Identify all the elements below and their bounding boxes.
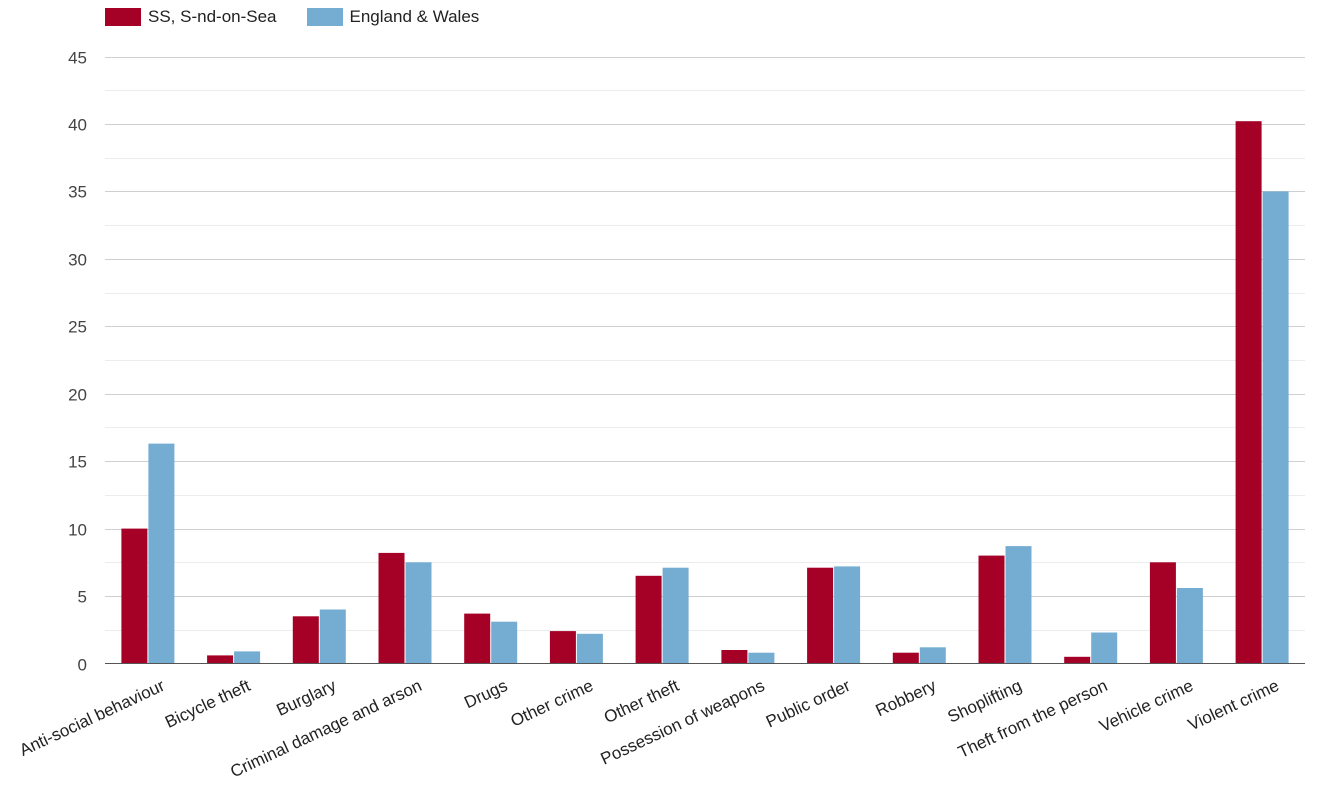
x-tick-label: Public order: [763, 676, 854, 732]
bar-series-2[interactable]: England & Wales — Burglary: 4: [319, 609, 346, 664]
bar-series-1[interactable]: SS, S-nd-on-Sea — Robbery: 0.8: [892, 652, 919, 664]
bar-series-1[interactable]: SS, S-nd-on-Sea — Bicycle theft: 0.6: [207, 655, 234, 664]
legend-item-series-1[interactable]: SS, S-nd-on-Sea: [105, 7, 277, 27]
x-tick-label: Other crime: [508, 676, 597, 731]
bar-series-1[interactable]: SS, S-nd-on-Sea — Possession of weapons:…: [721, 650, 748, 664]
bar-series-2[interactable]: England & Wales — Bicycle theft: 0.9: [234, 651, 261, 664]
x-tick-label: Drugs: [461, 676, 510, 712]
legend-swatch-series-1: [105, 8, 141, 26]
x-tick-label: Robbery: [873, 676, 940, 721]
bar-series-1[interactable]: SS, S-nd-on-Sea — Violent crime: 40.2: [1235, 121, 1262, 664]
y-tick-label: 35: [68, 183, 87, 202]
y-axis: 0 5 10 15 20 25 30 35 40 45: [68, 49, 87, 675]
y-tick-label: 30: [68, 251, 87, 270]
bar-series-2[interactable]: England & Wales — Robbery: 1.2: [919, 647, 946, 664]
y-tick-label: 45: [68, 49, 87, 68]
bar-series-1[interactable]: SS, S-nd-on-Sea — Vehicle crime: 7.5: [1149, 562, 1176, 664]
bar-series-2[interactable]: England & Wales — Public order: 7.2: [834, 566, 861, 664]
y-tick-label: 20: [68, 386, 87, 405]
bars: SS, S-nd-on-Sea — Anti-social behaviour:…: [121, 121, 1289, 664]
x-tick-label: Vehicle crime: [1096, 676, 1196, 736]
legend-label-series-2: England & Wales: [349, 7, 480, 26]
legend-swatch-series-2: [306, 8, 343, 26]
bar-series-1[interactable]: SS, S-nd-on-Sea — Drugs: 3.7: [464, 613, 491, 664]
bar-series-1[interactable]: SS, S-nd-on-Sea — Anti-social behaviour:…: [121, 528, 148, 664]
bar-series-1[interactable]: SS, S-nd-on-Sea — Theft from the person:…: [1064, 656, 1091, 664]
x-tick-label: Possession of weapons: [598, 676, 768, 769]
bar-series-2[interactable]: England & Wales — Shoplifting: 8.7: [1005, 546, 1032, 664]
x-tick-label: Anti-social behaviour: [16, 676, 167, 760]
x-tick-label: Violent crime: [1185, 676, 1282, 735]
y-tick-label: 5: [78, 588, 87, 607]
bar-series-2[interactable]: England & Wales — Drugs: 3.1: [491, 621, 518, 664]
y-tick-label: 40: [68, 116, 87, 135]
bar-series-1[interactable]: SS, S-nd-on-Sea — Other theft: 6.5: [635, 575, 662, 664]
bar-series-2[interactable]: England & Wales — Other crime: 2.2: [576, 633, 603, 664]
chart-legend: SS, S-nd-on-Sea England & Wales: [105, 7, 509, 27]
bar-series-1[interactable]: SS, S-nd-on-Sea — Criminal damage and ar…: [378, 552, 405, 664]
x-tick-label: Theft from the person: [955, 676, 1110, 762]
grid-lines: [105, 57, 1305, 631]
bar-series-1[interactable]: SS, S-nd-on-Sea — Shoplifting: 8: [978, 555, 1005, 664]
x-tick-label: Burglary: [274, 676, 340, 720]
legend-label-series-1: SS, S-nd-on-Sea: [148, 7, 277, 26]
bar-series-1[interactable]: SS, S-nd-on-Sea — Public order: 7.1: [807, 567, 834, 664]
bar-series-1[interactable]: SS, S-nd-on-Sea — Other crime: 2.4: [549, 631, 576, 664]
legend-item-series-2[interactable]: England & Wales: [306, 7, 480, 27]
bar-series-2[interactable]: England & Wales — Violent crime: 35: [1262, 191, 1289, 664]
y-tick-label: 25: [68, 318, 87, 337]
bar-series-2[interactable]: England & Wales — Possession of weapons:…: [748, 652, 775, 664]
bar-series-1[interactable]: SS, S-nd-on-Sea — Burglary: 3.5: [292, 616, 319, 664]
y-tick-label: 10: [68, 521, 87, 540]
bar-series-2[interactable]: England & Wales — Other theft: 7.1: [662, 567, 689, 664]
bar-series-2[interactable]: England & Wales — Criminal damage and ar…: [405, 562, 432, 664]
bar-series-2[interactable]: England & Wales — Theft from the person:…: [1091, 632, 1118, 664]
bar-series-2[interactable]: England & Wales — Anti-social behaviour:…: [148, 443, 175, 664]
y-tick-label: 15: [68, 453, 87, 472]
y-tick-label: 0: [78, 656, 87, 675]
x-tick-label: Bicycle theft: [162, 676, 253, 732]
bar-series-2[interactable]: England & Wales — Vehicle crime: 5.6: [1176, 588, 1203, 664]
